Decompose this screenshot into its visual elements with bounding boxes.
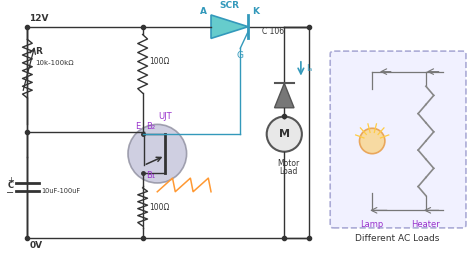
FancyBboxPatch shape: [330, 51, 466, 228]
Text: Heater: Heater: [411, 220, 440, 229]
Text: UJT: UJT: [158, 112, 172, 121]
Text: R: R: [35, 46, 42, 56]
Circle shape: [359, 128, 385, 154]
Text: 100Ω: 100Ω: [149, 203, 170, 212]
Text: Iₐ: Iₐ: [306, 64, 312, 73]
Text: E: E: [136, 122, 141, 131]
Text: C 106: C 106: [262, 27, 284, 36]
Text: B₁: B₁: [146, 171, 156, 180]
Text: 10uF-100uF: 10uF-100uF: [41, 188, 80, 194]
Text: Lamp: Lamp: [361, 220, 384, 229]
Text: K: K: [253, 7, 259, 15]
Text: SCR: SCR: [219, 1, 239, 10]
Text: +: +: [7, 176, 14, 185]
Circle shape: [267, 117, 302, 152]
Polygon shape: [274, 83, 294, 108]
Text: 12V: 12V: [29, 14, 49, 23]
Text: 100Ω: 100Ω: [149, 57, 170, 66]
Text: B₂: B₂: [146, 122, 155, 131]
Text: 10k-100kΩ: 10k-100kΩ: [35, 60, 74, 66]
Text: 0V: 0V: [29, 241, 43, 250]
Text: C: C: [8, 181, 14, 190]
Text: A: A: [200, 7, 207, 15]
Text: M: M: [279, 129, 290, 139]
Circle shape: [128, 124, 187, 183]
Polygon shape: [211, 15, 248, 38]
Text: Different AC Loads: Different AC Loads: [356, 234, 440, 243]
Text: Load: Load: [279, 167, 297, 176]
Text: Motor: Motor: [277, 159, 299, 168]
Text: G: G: [237, 52, 244, 60]
Text: −: −: [6, 188, 14, 198]
